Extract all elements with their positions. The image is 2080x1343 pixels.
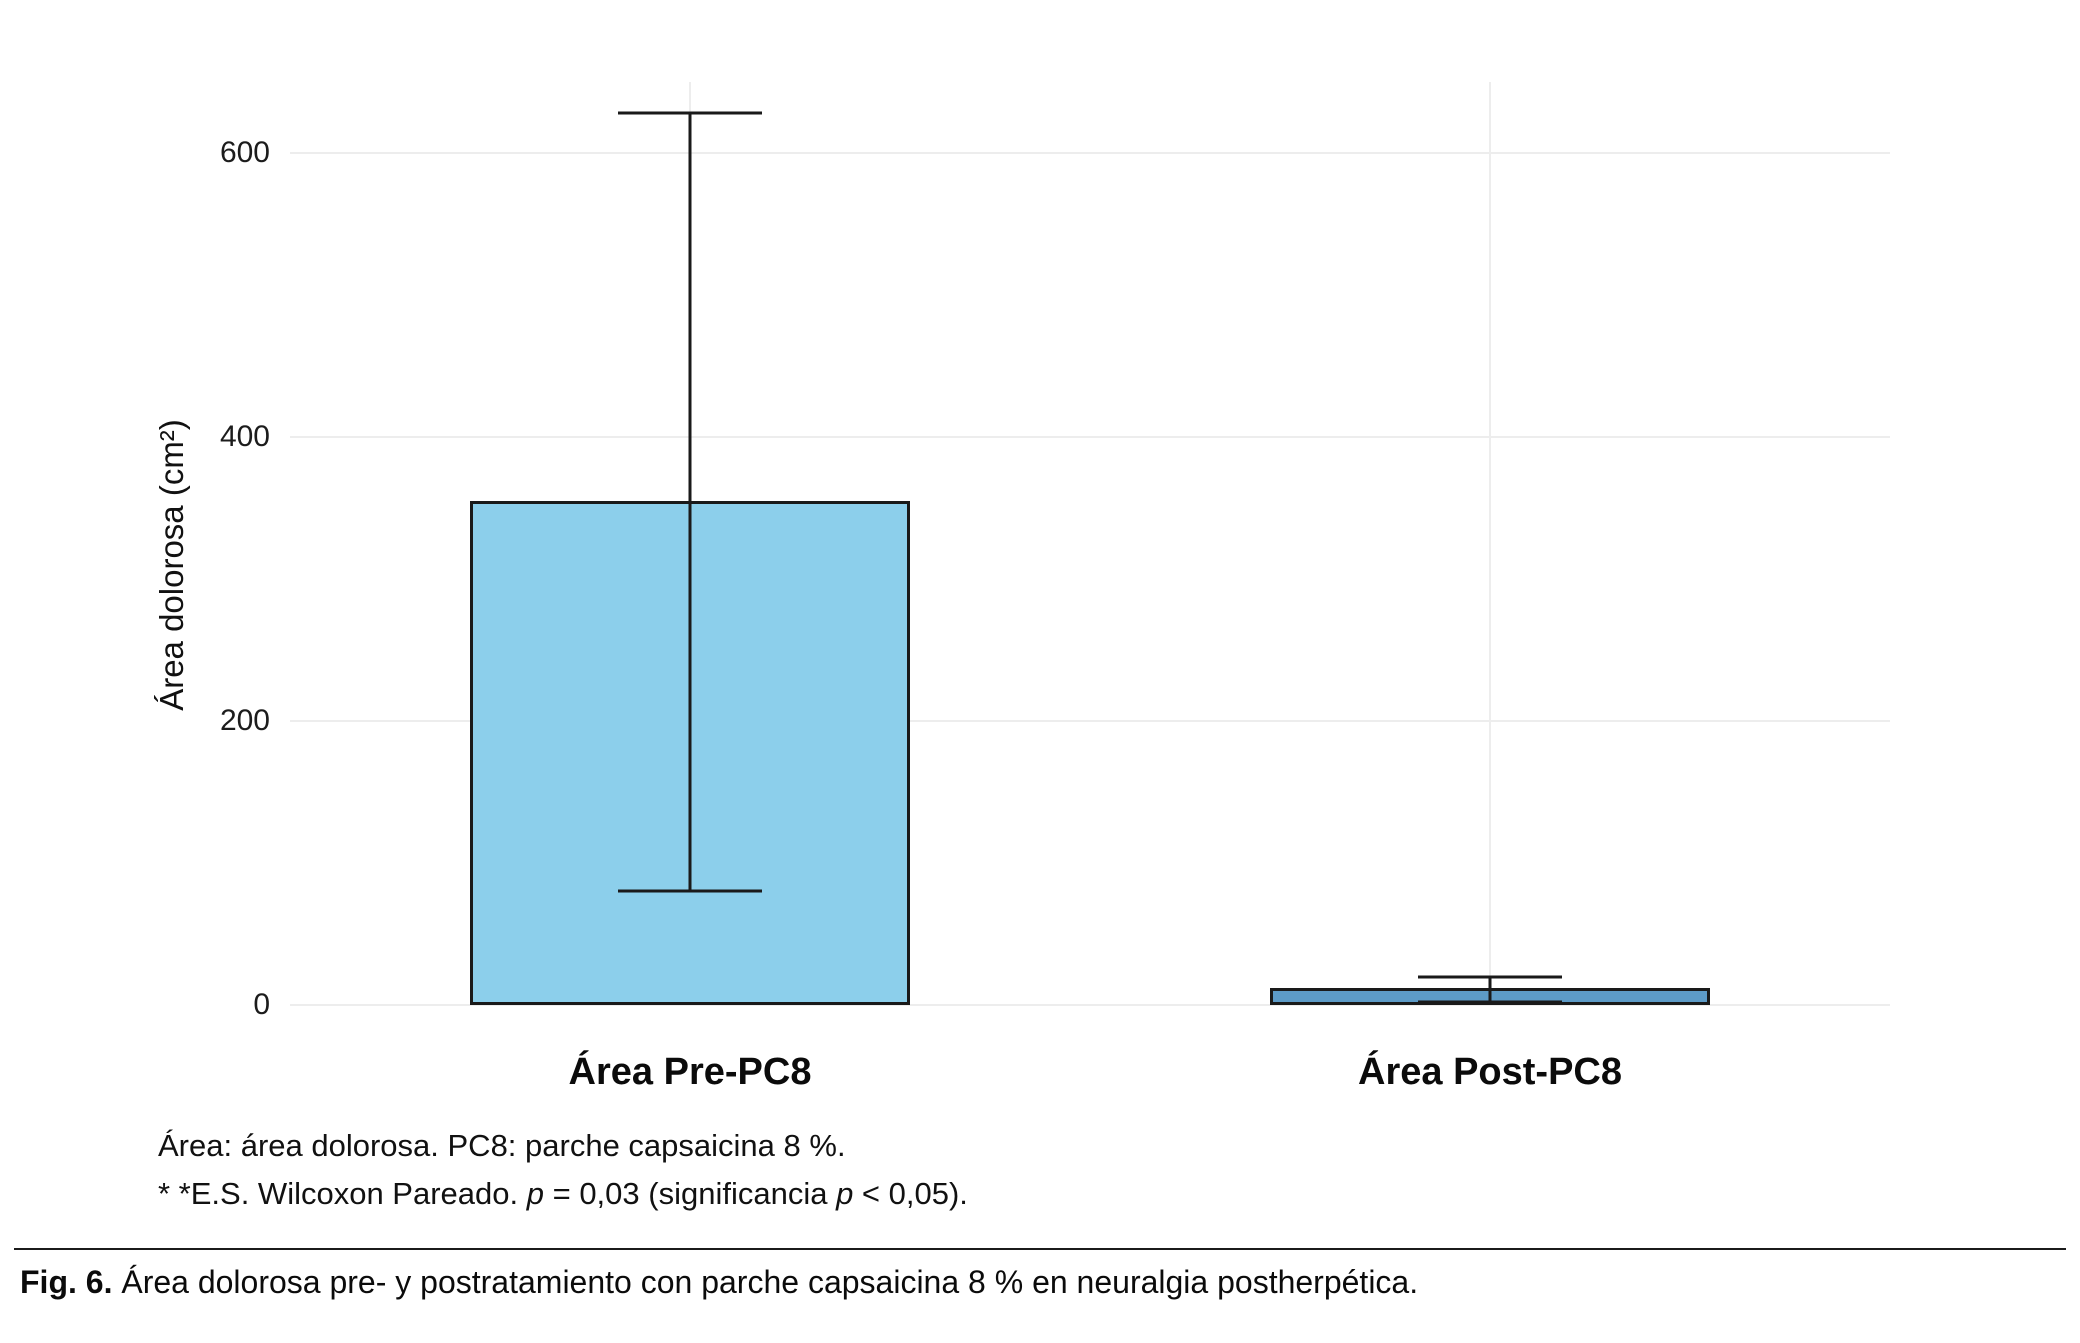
plot-area: 0 200 400 600 [220, 82, 1890, 1021]
footnote-abbreviations: Área: área dolorosa. PC8: parche capsaic… [158, 1128, 846, 1163]
error-bar-cap [618, 111, 762, 115]
figure-caption-label: Fig. 6. [20, 1264, 113, 1300]
footnote-significance: * *E.S. Wilcoxon Pareado. p = 0,03 (sign… [158, 1170, 968, 1218]
caption-divider [14, 1248, 2066, 1250]
figure-caption: Fig. 6. Área dolorosa pre- y postratamie… [20, 1264, 1418, 1301]
y-tick-label: 400 [219, 420, 270, 453]
horizontal-gridline [290, 152, 1890, 154]
footnote-p-symbol: p [526, 1176, 544, 1212]
footnote-text-middle: = 0,03 (significancia [543, 1176, 837, 1212]
footnote-text-prefix: * *E.S. Wilcoxon Pareado. [158, 1176, 527, 1212]
error-bar-cap [1418, 1000, 1562, 1004]
figure-caption-text: Área dolorosa pre- y postratamiento con … [121, 1264, 1419, 1300]
error-bar-cap [618, 889, 762, 893]
horizontal-gridline [290, 720, 1890, 722]
x-category-labels: Área Pre-PC8 Área Post-PC8 [290, 1005, 1890, 1115]
error-bar-line [1488, 976, 1492, 1003]
horizontal-gridline [290, 1004, 1890, 1006]
horizontal-gridline [290, 436, 1890, 438]
category-label: Área Pre-PC8 [568, 1051, 812, 1093]
category-label: Área Post-PC8 [1358, 1051, 1622, 1093]
footnote-p-symbol: p [836, 1176, 854, 1212]
y-axis-label: Área dolorosa (cm²) [153, 419, 190, 711]
y-tick-label: 600 [219, 136, 270, 169]
footnote-text-suffix: < 0,05). [853, 1176, 968, 1212]
y-tick-label: 200 [219, 704, 270, 737]
footnotes: Área: área dolorosa. PC8: parche capsaic… [158, 1122, 968, 1218]
error-bar-line [688, 113, 692, 892]
y-tick-label: 0 [253, 988, 270, 1021]
vertical-gridline [1489, 82, 1491, 1005]
error-bar-cap [1418, 975, 1562, 979]
